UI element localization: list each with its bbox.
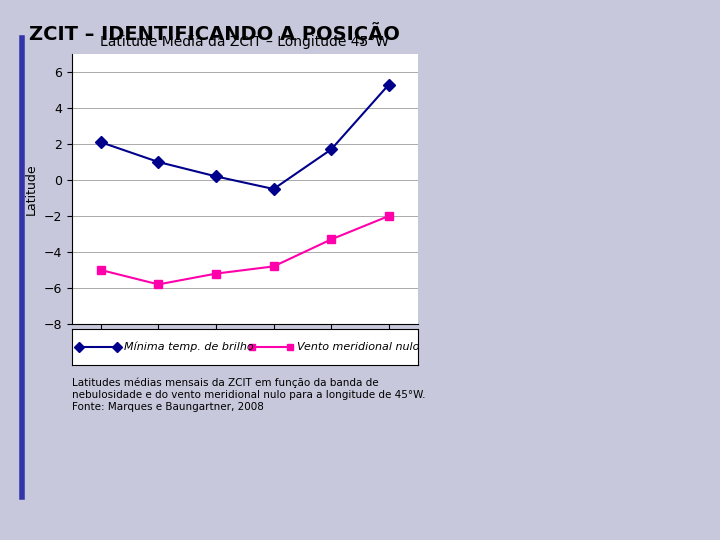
Title: Latitude Média da ZCIT – Longitude 45°W: Latitude Média da ZCIT – Longitude 45°W <box>100 34 390 49</box>
Text: Latitudes médias mensais da ZCIT em função da banda de
nebulosidade e do vento m: Latitudes médias mensais da ZCIT em funç… <box>72 378 426 411</box>
X-axis label: meses: meses <box>225 352 265 365</box>
Y-axis label: Latitude: Latitude <box>25 163 38 215</box>
Text: Mínima temp. de brilho: Mínima temp. de brilho <box>124 342 253 352</box>
Text: Vento meridional nulo: Vento meridional nulo <box>297 342 419 352</box>
Text: ZCIT – IDENTIFICANDO A POSIÇÃO: ZCIT – IDENTIFICANDO A POSIÇÃO <box>29 22 400 44</box>
